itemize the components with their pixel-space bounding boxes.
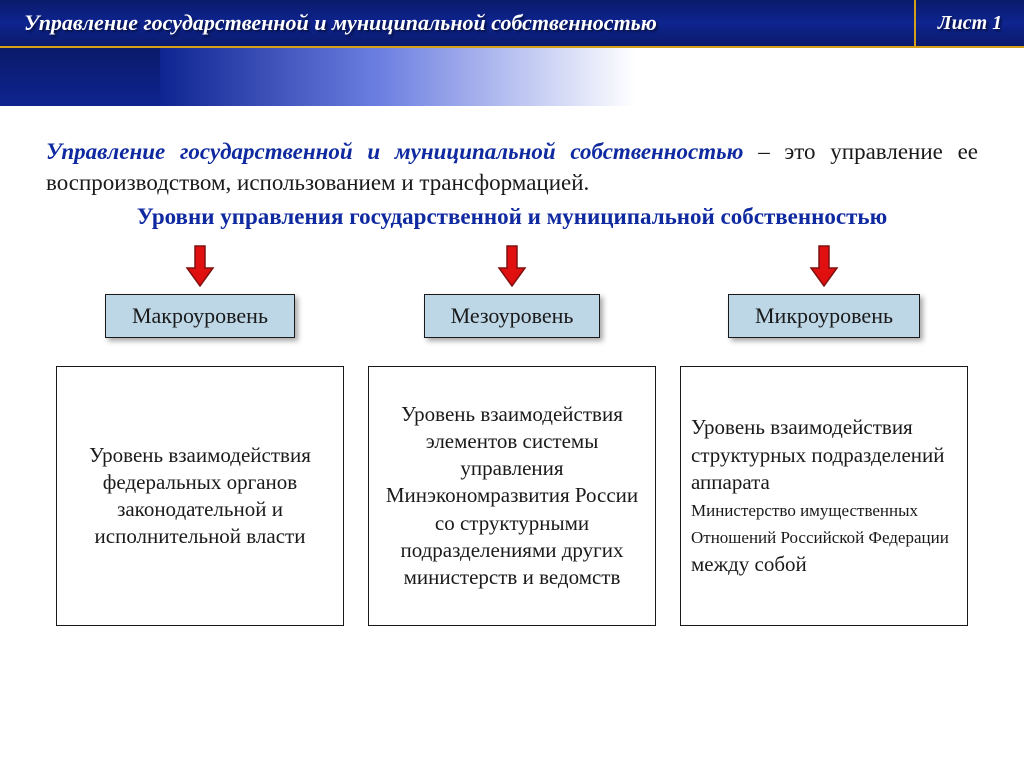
level-box-macro: Макроуровень [105, 294, 295, 338]
arrow-macro [185, 238, 215, 294]
desc-box-micro: Уровень взаимодействия структурных подра… [680, 366, 968, 626]
content-area: Управление государственной и муниципальн… [0, 106, 1024, 626]
down-arrow-icon [185, 244, 215, 288]
desc-box-macro: Уровень взаимодействия федеральных орган… [56, 366, 344, 626]
level-box-meso: Мезоуровень [424, 294, 601, 338]
desc-box-meso: Уровень взаимодействия элементов системы… [368, 366, 656, 626]
desc-text-meso: Уровень взаимодействия элементов системы… [379, 401, 645, 592]
intro-paragraph: Управление государственной и муниципальн… [46, 136, 978, 198]
column-meso: Мезоуровень Уровень взаимодействия элеме… [368, 238, 656, 626]
sub-bar-left [0, 48, 160, 106]
header-bar: Управление государственной и муниципальн… [0, 0, 1024, 48]
sub-bar [0, 48, 1024, 106]
intro-term: Управление государственной и муниципальн… [46, 139, 743, 164]
desc-text-macro: Уровень взаимодействия федеральных орган… [67, 442, 333, 551]
diagram-subtitle: Уровни управления государственной и муни… [46, 204, 978, 230]
page-title: Управление государственной и муниципальн… [0, 0, 914, 48]
column-macro: Макроуровень Уровень взаимодействия феде… [56, 238, 344, 626]
down-arrow-icon [809, 244, 839, 288]
arrow-meso [497, 238, 527, 294]
down-arrow-icon [497, 244, 527, 288]
sub-bar-right [160, 48, 1024, 106]
desc-text-micro: Уровень взаимодействия структурных подра… [691, 414, 957, 578]
leaf-label: Лист 1 [914, 0, 1024, 48]
levels-columns: Макроуровень Уровень взаимодействия феде… [56, 238, 968, 626]
arrow-micro [809, 238, 839, 294]
level-box-micro: Микроуровень [728, 294, 920, 338]
column-micro: Микроуровень Уровень взаимодействия стру… [680, 238, 968, 626]
